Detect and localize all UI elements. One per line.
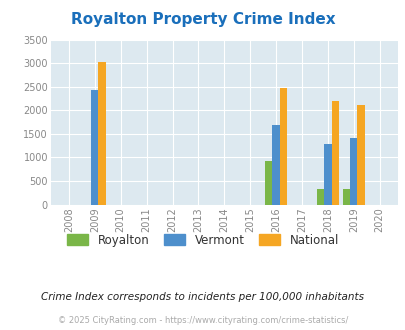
Bar	[342, 188, 350, 205]
Bar	[331, 101, 338, 205]
Bar	[91, 90, 98, 205]
Text: Royalton Property Crime Index: Royalton Property Crime Index	[70, 12, 335, 26]
Bar	[279, 88, 286, 205]
Bar	[350, 138, 356, 205]
Bar	[264, 161, 272, 205]
Legend: Royalton, Vermont, National: Royalton, Vermont, National	[62, 229, 343, 251]
Bar	[356, 105, 364, 205]
Text: Crime Index corresponds to incidents per 100,000 inhabitants: Crime Index corresponds to incidents per…	[41, 292, 364, 302]
Text: © 2025 CityRating.com - https://www.cityrating.com/crime-statistics/: © 2025 CityRating.com - https://www.city…	[58, 316, 347, 325]
Bar	[324, 144, 331, 205]
Bar	[316, 189, 324, 205]
Bar	[98, 62, 105, 205]
Bar	[272, 125, 279, 205]
